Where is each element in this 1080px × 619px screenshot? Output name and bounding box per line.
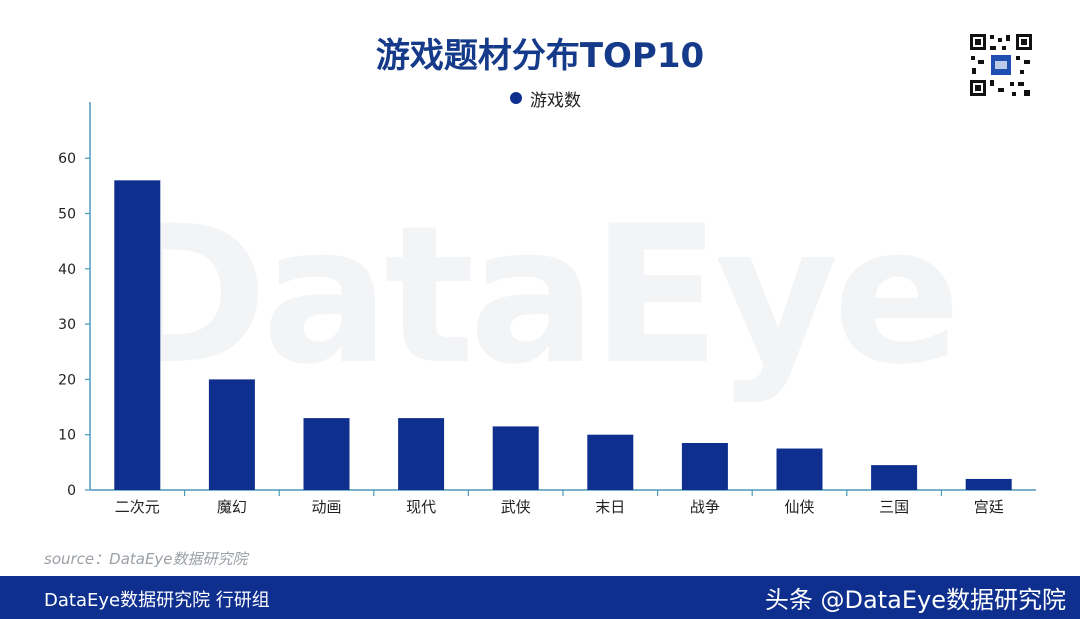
bar-7: [681, 442, 728, 490]
y-tick-label: 20: [58, 372, 76, 388]
x-tick-label: 末日: [595, 498, 625, 516]
bar-9: [871, 465, 918, 490]
bar-2: [208, 379, 255, 490]
x-tick-label: 宫廷: [974, 498, 1004, 516]
y-tick-label: 10: [58, 428, 76, 444]
x-tick-label: 战争: [690, 498, 720, 516]
y-tick-label: 50: [58, 207, 76, 223]
bar-1: [114, 180, 161, 490]
legend-label: 游戏数: [530, 90, 581, 111]
x-tick-label: 仙侠: [784, 498, 814, 516]
x-tick-label: 二次元: [115, 498, 160, 516]
bar-3: [303, 418, 350, 490]
y-tick-label: 30: [58, 317, 76, 333]
bar-6: [587, 434, 634, 490]
footer-org: DataEye数据研究院 行研组: [44, 590, 270, 611]
x-tick-label: 武侠: [501, 498, 531, 516]
footer-bar: DataEye数据研究院 行研组 头条 @DataEye数据研究院: [0, 576, 1080, 619]
bar-5: [492, 426, 539, 490]
y-tick-label: 60: [58, 151, 76, 167]
x-tick-label: 魔幻: [217, 498, 247, 516]
x-tick-label: 三国: [879, 498, 909, 516]
qr-code-icon: [968, 32, 1034, 98]
legend-marker: [510, 92, 522, 104]
bar-4: [398, 418, 445, 490]
watermark: DataEye: [110, 185, 961, 406]
x-tick-label: 动画: [311, 498, 341, 516]
legend: 游戏数: [510, 88, 581, 111]
footer-watermark: 头条 @DataEye数据研究院: [764, 586, 1066, 614]
y-tick-label: 40: [58, 262, 76, 278]
x-tick-label: 现代: [406, 498, 436, 516]
bar-10: [965, 478, 1012, 490]
y-tick-label: 0: [67, 483, 76, 499]
source-note: source：DataEye数据研究院: [44, 550, 248, 568]
bar-chart: 0 10 20 30 40 50 60 二次元 魔幻 动画 现代 武侠 末日 战争 仙侠 三国 宫廷: [58, 102, 1036, 516]
chart-title: 游戏题材分布TOP10: [375, 36, 705, 76]
bar-8: [776, 448, 823, 490]
